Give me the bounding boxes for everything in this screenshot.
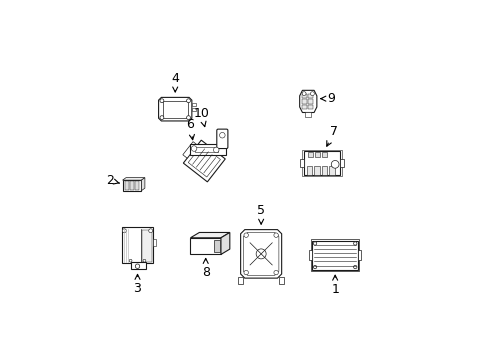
Bar [153, 239, 156, 246]
Bar [306, 166, 312, 175]
Bar [321, 166, 327, 175]
Text: 3: 3 [133, 274, 141, 295]
Bar [122, 228, 153, 264]
Bar [214, 240, 219, 252]
Circle shape [302, 92, 305, 96]
Bar [130, 181, 134, 190]
Bar [314, 166, 319, 175]
Circle shape [160, 116, 163, 120]
Bar [278, 277, 284, 284]
Text: 6: 6 [186, 118, 194, 140]
Bar [305, 112, 310, 117]
Polygon shape [183, 140, 225, 182]
Circle shape [310, 92, 314, 96]
Circle shape [353, 265, 356, 269]
Circle shape [129, 259, 132, 262]
Bar [125, 181, 129, 190]
Bar [310, 239, 359, 271]
Circle shape [122, 229, 126, 233]
Bar [194, 147, 218, 152]
Circle shape [186, 116, 190, 120]
Bar [301, 94, 306, 98]
Circle shape [330, 161, 338, 168]
Bar [302, 149, 341, 176]
Bar [307, 105, 312, 109]
Circle shape [213, 147, 219, 153]
Text: 10: 10 [193, 107, 209, 127]
Circle shape [148, 229, 152, 233]
Bar [307, 99, 312, 104]
Circle shape [244, 233, 248, 237]
Bar [237, 277, 243, 284]
Text: 9: 9 [320, 92, 335, 105]
Bar [190, 144, 226, 155]
Bar [307, 152, 313, 157]
FancyBboxPatch shape [216, 129, 227, 149]
Circle shape [186, 99, 190, 103]
Circle shape [191, 146, 197, 151]
Bar [301, 105, 306, 109]
Text: 4: 4 [171, 72, 179, 92]
Polygon shape [122, 177, 144, 180]
Bar [191, 103, 195, 107]
Bar [299, 159, 304, 167]
Polygon shape [183, 141, 197, 158]
Bar [312, 241, 357, 270]
Bar [328, 166, 334, 175]
Bar [301, 99, 306, 104]
Bar [191, 108, 195, 111]
Bar [315, 152, 320, 157]
Bar [308, 250, 312, 260]
Bar [163, 101, 187, 118]
Circle shape [353, 242, 356, 245]
Circle shape [273, 233, 278, 237]
Polygon shape [190, 233, 229, 238]
Bar [130, 262, 145, 269]
Polygon shape [221, 233, 229, 255]
Text: 2: 2 [105, 174, 119, 187]
Bar [190, 238, 221, 255]
Bar [122, 180, 141, 191]
Circle shape [273, 270, 278, 275]
Circle shape [244, 270, 248, 275]
Circle shape [219, 132, 224, 138]
Polygon shape [240, 230, 281, 278]
Text: 7: 7 [326, 125, 338, 146]
Polygon shape [158, 98, 191, 121]
Circle shape [256, 249, 265, 259]
Bar [135, 181, 139, 190]
Bar [304, 151, 340, 175]
Bar [307, 94, 312, 98]
Bar [322, 152, 326, 157]
Circle shape [313, 242, 316, 245]
Text: 1: 1 [330, 275, 338, 296]
Circle shape [135, 264, 140, 269]
Bar [142, 230, 152, 262]
Polygon shape [141, 177, 144, 191]
Text: 8: 8 [201, 258, 209, 279]
Circle shape [313, 265, 316, 269]
Polygon shape [299, 90, 316, 112]
Circle shape [143, 259, 145, 262]
Circle shape [160, 99, 163, 103]
Bar [340, 159, 344, 167]
Text: 5: 5 [257, 204, 264, 224]
Bar [357, 250, 361, 260]
